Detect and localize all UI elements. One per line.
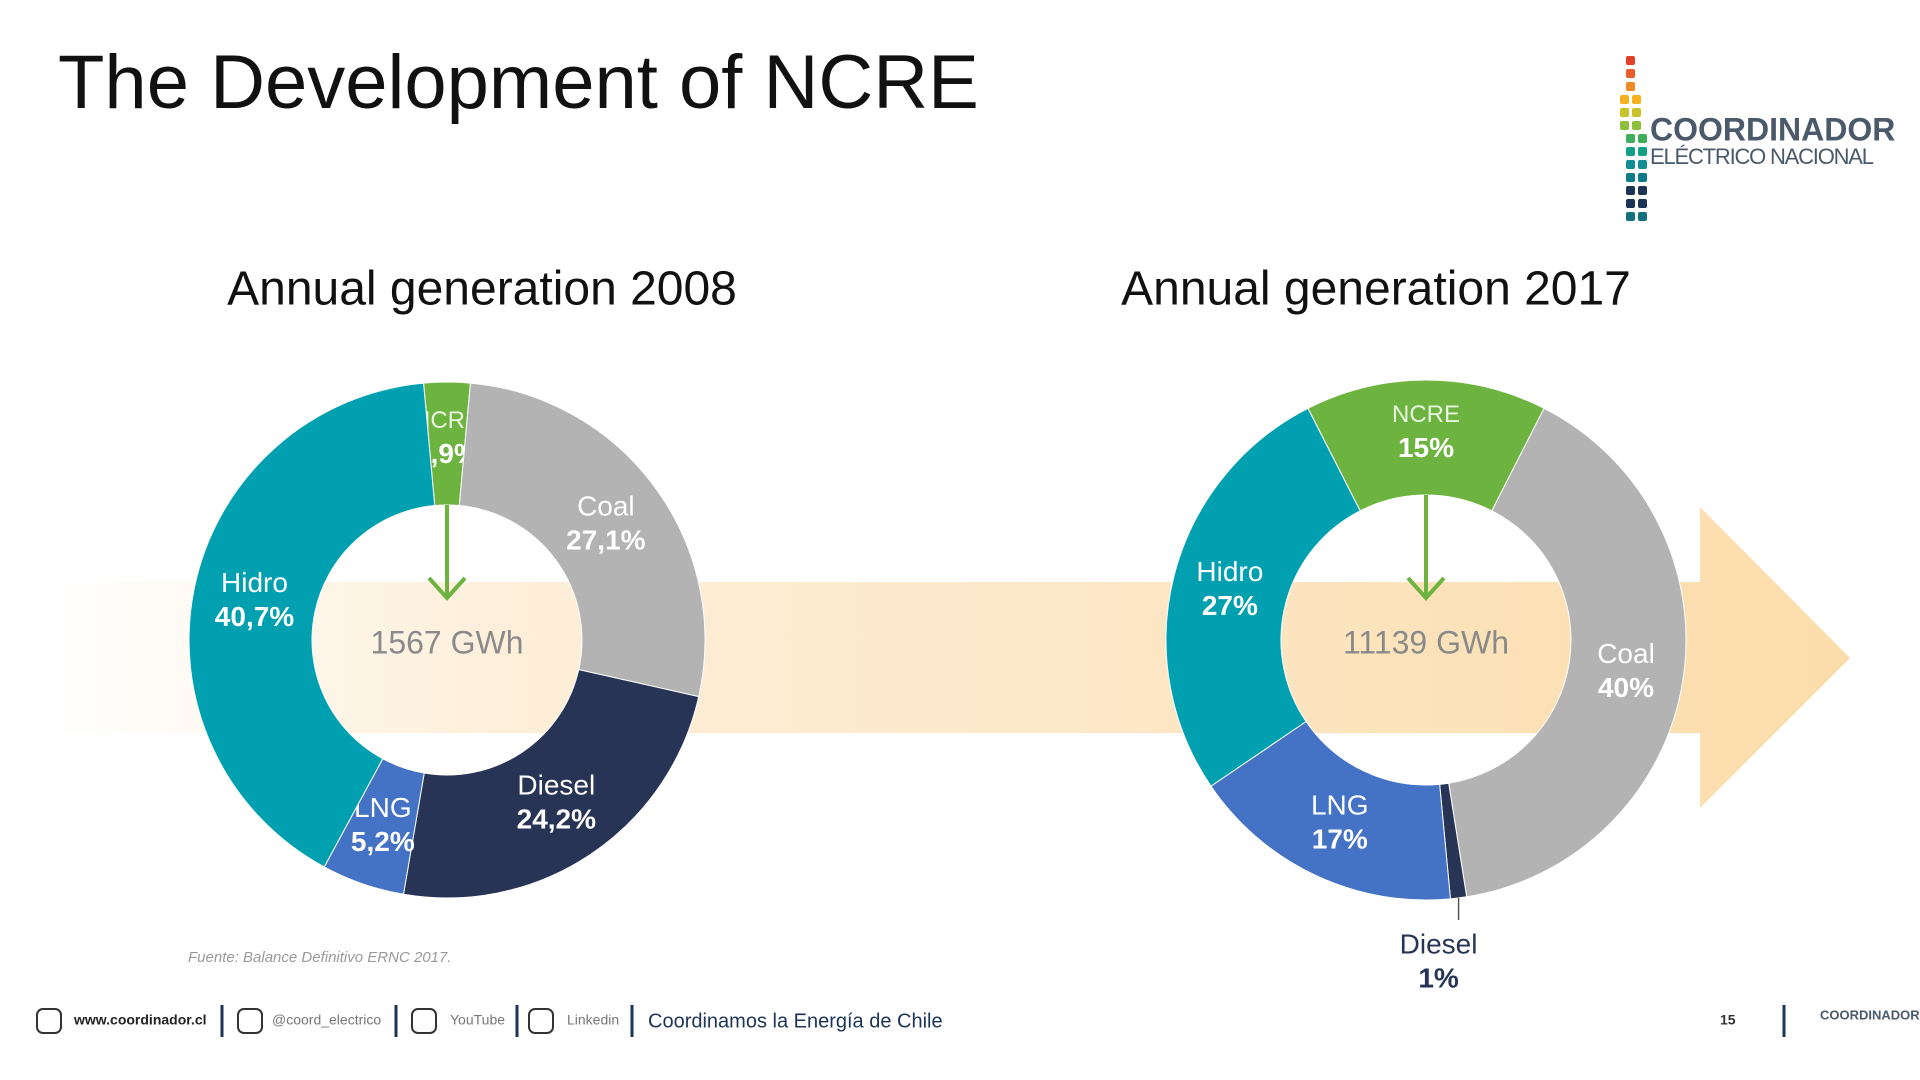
logo-dot: [1632, 108, 1641, 117]
slice-value-label: 5,2%: [351, 826, 415, 857]
logo-dot: [1638, 160, 1647, 169]
ncre-arrow-head: [427, 576, 467, 601]
twitter-icon: [237, 1008, 263, 1034]
logo-dot: [1638, 199, 1647, 208]
footer: www.coordinador.cl @coord_electrico YouT…: [36, 1005, 1920, 1037]
donut-slice: [188, 382, 436, 868]
slice-value-label: 27,1%: [566, 525, 645, 556]
chart-title: Annual generation 2017: [1121, 263, 1631, 316]
logo-name: COORDINADOR: [1650, 111, 1895, 147]
center-label: 11139 GWh: [1343, 624, 1509, 660]
logo-dot: [1620, 108, 1629, 117]
logo-dot: [1638, 212, 1647, 221]
slice-value-label: 17%: [1312, 824, 1368, 855]
logo-dot: [1626, 134, 1635, 143]
slice-category: Diesel: [517, 770, 595, 801]
donut-slice: [1307, 379, 1545, 512]
logo-dot: [1626, 199, 1635, 208]
logo-dot: [1626, 56, 1635, 65]
slice-value-label: 40%: [1598, 672, 1654, 703]
logo-dot: [1632, 95, 1641, 104]
logo-dot: [1638, 134, 1647, 143]
donut-slice: [458, 382, 706, 698]
logo-dot: [1626, 186, 1635, 195]
slice-value-label: 40,7%: [215, 601, 294, 632]
youtube-icon: [411, 1008, 437, 1034]
logo: COORDINADOR ELÉCTRICO NACIONAL: [1620, 56, 1895, 221]
page-number: 15: [1720, 1012, 1736, 1028]
donut-slice: [402, 669, 700, 899]
logo-dot: [1626, 82, 1635, 91]
slice-category: Coal: [1597, 638, 1655, 669]
chart-title: Annual generation 2008: [227, 263, 737, 316]
donut-slice: [1448, 407, 1687, 898]
slide-title: The Development of NCRE: [58, 40, 979, 125]
linkedin-icon: [528, 1008, 554, 1034]
small-logo-name: COORDINADOR: [1820, 1007, 1920, 1022]
slice-category: Hidro: [1196, 556, 1263, 587]
slice-category: Coal: [577, 491, 635, 522]
slice-category: LNG: [354, 792, 412, 823]
slice-category: NCRE: [1392, 401, 1460, 428]
slice-category: Hidro: [221, 567, 288, 598]
footer-slogan: Coordinamos la Energía de Chile: [648, 1010, 943, 1032]
slice-value-label: 15%: [1398, 432, 1454, 463]
ncre-arrow-head: [1406, 576, 1446, 601]
logo-dot: [1620, 121, 1629, 130]
logo-dot: [1626, 147, 1635, 156]
logo-dot: [1626, 173, 1635, 182]
background-arrow: [50, 507, 1850, 808]
logo-dot: [1626, 212, 1635, 221]
source-note: Fuente: Balance Definitivo ERNC 2017.: [188, 949, 451, 966]
donut-slice: [1210, 720, 1452, 901]
slice-value-label: 27%: [1202, 590, 1258, 621]
logo-subtitle: ELÉCTRICO NACIONAL: [1650, 144, 1874, 169]
web-icon: [36, 1008, 62, 1034]
logo-dot: [1626, 160, 1635, 169]
slice-category: LNG: [1311, 790, 1369, 821]
footer-twitter[interactable]: @coord_electrico: [272, 1012, 381, 1028]
donut-slice: [1165, 407, 1361, 787]
logo-dot: [1638, 147, 1647, 156]
slice-value-label: 24,2%: [517, 804, 596, 835]
logo-dot: [1638, 173, 1647, 182]
footer-linkedin[interactable]: Linkedin: [567, 1012, 619, 1028]
slice-value-label: 1%: [1418, 962, 1459, 993]
logo-dot: [1626, 69, 1635, 78]
logo-dot: [1632, 121, 1641, 130]
footer-website[interactable]: www.coordinador.cl: [73, 1012, 207, 1028]
logo-dot: [1620, 95, 1629, 104]
slice-category: Diesel: [1400, 928, 1478, 959]
center-label: 1567 GWh: [371, 624, 524, 660]
footer-youtube[interactable]: YouTube: [450, 1012, 505, 1028]
logo-dot: [1638, 186, 1647, 195]
